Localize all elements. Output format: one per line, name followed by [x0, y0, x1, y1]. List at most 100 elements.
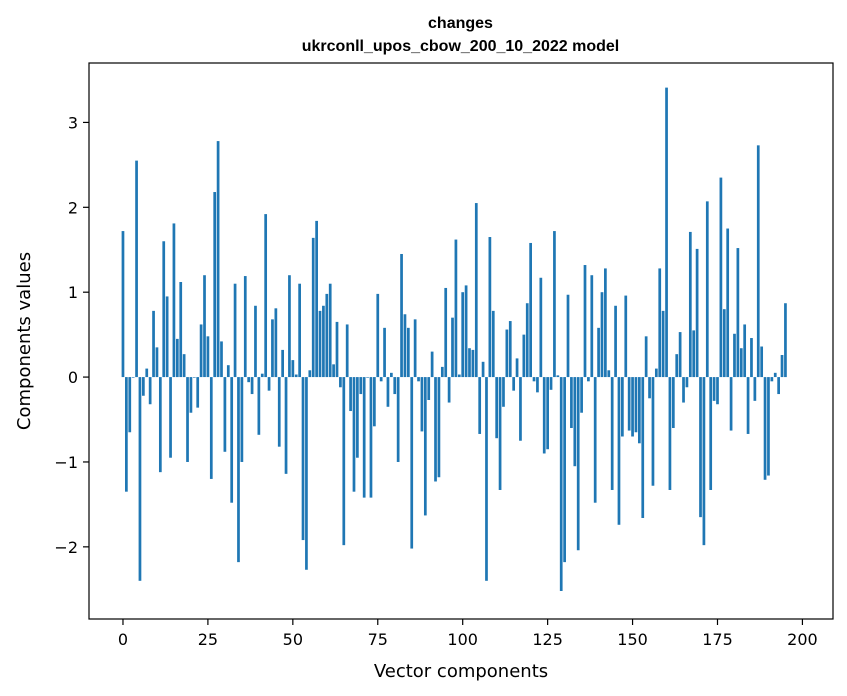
bar-77 — [383, 327, 386, 378]
bar-106 — [481, 361, 485, 378]
bar-85 — [410, 377, 414, 549]
bar-104 — [474, 203, 478, 378]
bar-0 — [121, 231, 125, 378]
bar-154 — [644, 336, 648, 378]
bar-5 — [138, 377, 142, 581]
bar-43 — [267, 377, 271, 391]
bar-55 — [308, 370, 312, 378]
bar-116 — [515, 358, 519, 378]
bar-76 — [379, 377, 383, 382]
bar-117 — [519, 377, 522, 441]
x-tick-label: 75 — [368, 630, 388, 649]
bar-91 — [430, 351, 434, 378]
bar-4 — [135, 160, 138, 378]
bar-52 — [298, 283, 301, 378]
bar-93 — [437, 377, 441, 478]
y-axis-label: Components values — [14, 252, 35, 430]
bar-145 — [614, 305, 617, 378]
bar-97 — [451, 317, 454, 378]
bar-51 — [294, 374, 298, 378]
bar-32 — [230, 377, 234, 503]
bar-81 — [396, 377, 400, 462]
bar-62 — [332, 364, 335, 378]
bar-42 — [264, 214, 268, 378]
bar-160 — [665, 87, 668, 378]
bar-60 — [325, 293, 329, 378]
y-tick-label: −1 — [54, 453, 78, 472]
bar-70 — [359, 377, 363, 395]
bar-148 — [624, 295, 628, 378]
bar-22 — [196, 377, 200, 408]
bar-14 — [169, 377, 172, 458]
bar-120 — [529, 242, 532, 378]
bar-72 — [366, 377, 369, 378]
bar-161 — [668, 377, 672, 490]
bars-group — [121, 87, 787, 591]
bar-155 — [648, 377, 651, 399]
bar-103 — [471, 349, 475, 378]
bar-158 — [658, 268, 662, 378]
bar-143 — [607, 370, 611, 378]
y-tick-label: 2 — [68, 198, 78, 217]
bar-6 — [142, 377, 145, 396]
bar-84 — [406, 327, 410, 378]
bar-58 — [318, 310, 322, 378]
bar-107 — [485, 377, 488, 581]
bar-12 — [162, 241, 166, 378]
bar-180 — [733, 333, 736, 378]
bar-35 — [240, 377, 244, 462]
bar-125 — [546, 377, 549, 450]
bar-122 — [536, 377, 539, 393]
bar-129 — [559, 377, 563, 591]
bar-83 — [403, 314, 407, 378]
bar-191 — [770, 377, 774, 382]
bar-123 — [539, 277, 543, 378]
bar-193 — [777, 377, 780, 395]
bar-37 — [247, 377, 251, 383]
bar-101 — [464, 285, 468, 378]
bar-147 — [621, 377, 624, 437]
bar-112 — [502, 377, 505, 407]
bar-157 — [654, 368, 658, 378]
bar-132 — [570, 377, 573, 429]
bar-130 — [563, 377, 566, 563]
bar-139 — [593, 377, 597, 503]
bar-137 — [587, 377, 590, 382]
bar-28 — [216, 141, 220, 378]
bar-88 — [420, 377, 424, 432]
bar-11 — [158, 377, 162, 473]
bar-124 — [542, 377, 546, 454]
bar-61 — [328, 283, 332, 378]
bar-172 — [705, 201, 709, 378]
bar-48 — [284, 377, 288, 474]
bar-100 — [461, 292, 465, 378]
bar-153 — [641, 377, 645, 518]
bar-181 — [736, 248, 740, 378]
bar-36 — [243, 276, 247, 378]
bar-49 — [288, 275, 291, 378]
bar-21 — [192, 377, 196, 378]
bar-80 — [393, 377, 397, 395]
bar-109 — [491, 310, 495, 378]
bar-47 — [281, 349, 284, 378]
bar-63 — [335, 321, 339, 378]
bar-50 — [291, 360, 295, 378]
bar-135 — [580, 377, 583, 413]
x-tick-label: 200 — [787, 630, 818, 649]
bar-17 — [179, 282, 183, 378]
bar-8 — [148, 377, 152, 405]
bar-96 — [447, 377, 451, 403]
bar-19 — [186, 377, 189, 462]
bar-94 — [440, 366, 444, 378]
bar-166 — [685, 377, 689, 388]
bar-30 — [223, 377, 227, 452]
x-tick-label: 125 — [532, 630, 563, 649]
bar-184 — [746, 377, 750, 434]
bar-33 — [233, 283, 237, 378]
bar-170 — [699, 377, 702, 518]
bar-121 — [532, 377, 536, 382]
bar-59 — [322, 305, 325, 378]
bar-56 — [311, 237, 315, 378]
bar-177 — [722, 309, 726, 378]
bar-20 — [189, 377, 193, 413]
